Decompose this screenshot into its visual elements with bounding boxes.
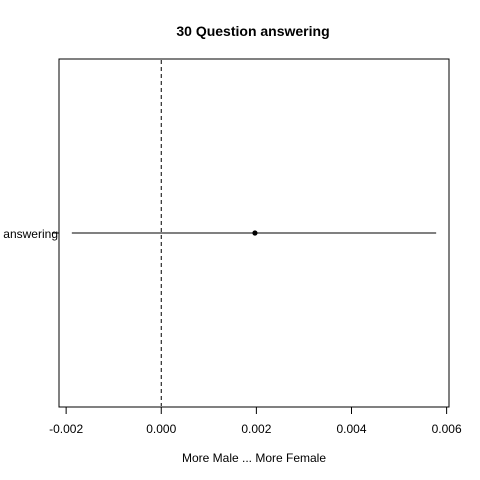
x-axis: -0.002 0.000 0.002 0.004 0.006 [49,406,462,436]
y-axis: answering [3,227,59,241]
x-tick-label: 0.002 [241,422,271,436]
series-layer [71,230,437,236]
x-tick-label: 0.000 [146,422,176,436]
estimate-point [252,230,258,236]
chart-title: 30 Question answering [176,23,329,39]
x-axis-label: More Male ... More Female [182,451,326,465]
y-category-label: answering [3,227,58,241]
x-tick-label: -0.002 [49,422,83,436]
x-tick-label: 0.006 [432,422,462,436]
x-tick-label: 0.004 [336,422,366,436]
